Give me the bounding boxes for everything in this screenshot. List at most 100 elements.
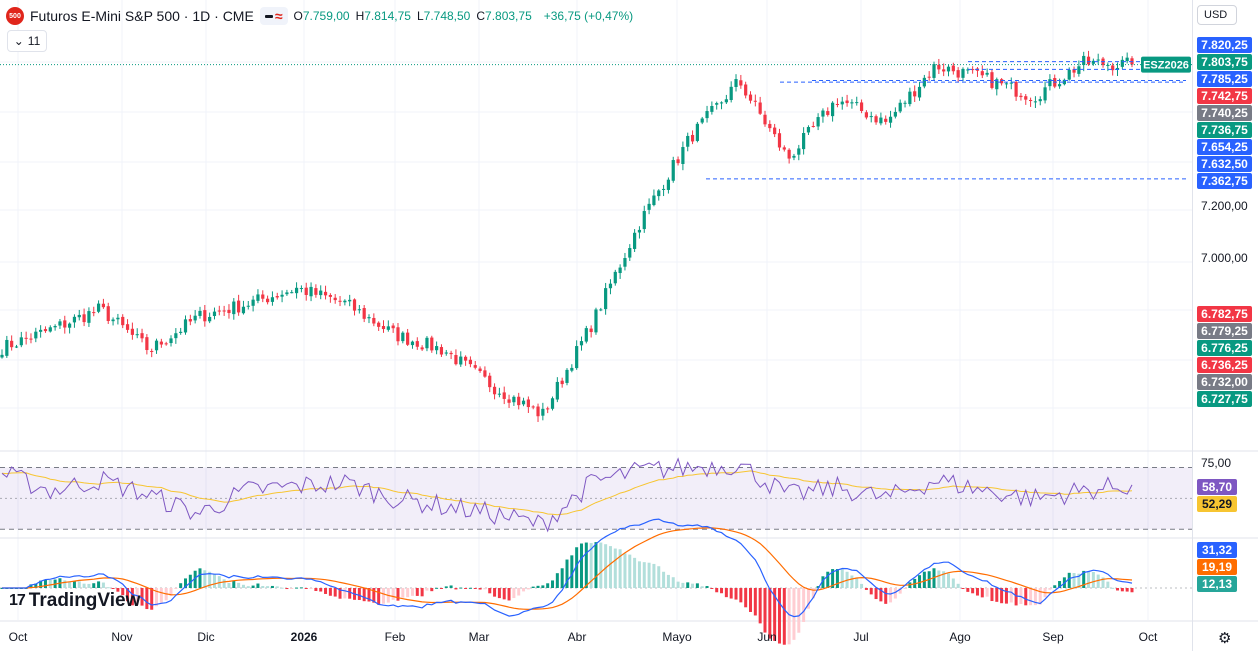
candle-body xyxy=(642,211,646,230)
candle-body xyxy=(111,319,115,322)
candle-body xyxy=(154,340,159,351)
candle-body xyxy=(212,311,217,317)
macd-tag-bg xyxy=(1197,576,1237,592)
macd-bar xyxy=(1072,573,1076,588)
tradingview-logo[interactable]: 17 TradingView xyxy=(9,590,140,612)
macd-bar xyxy=(918,575,922,588)
macd-bar xyxy=(898,588,902,594)
candle-body xyxy=(468,359,473,365)
candle-body xyxy=(135,334,139,336)
rsi-ma-line xyxy=(1,470,1133,516)
candle-body xyxy=(323,291,328,296)
candle-body xyxy=(951,65,955,72)
macd-bar xyxy=(985,588,989,597)
macd-bar xyxy=(468,587,472,589)
macd-bar xyxy=(222,579,226,588)
candle-body xyxy=(116,317,120,320)
macd-bar xyxy=(869,588,873,595)
rsi-axis-label: 75,00 xyxy=(1201,456,1231,470)
macd-bar xyxy=(280,587,284,589)
indicators-toggle[interactable]: ⌄ 11 xyxy=(7,30,47,52)
candle-body xyxy=(435,346,439,351)
candle-body xyxy=(995,79,999,90)
price-tag-text: 7.820,25 xyxy=(1201,38,1248,52)
macd-bar xyxy=(304,588,308,589)
candle-body xyxy=(237,300,241,313)
macd-bar xyxy=(623,553,627,588)
macd-bar xyxy=(826,571,830,588)
candle-body xyxy=(763,114,767,125)
macd-bar xyxy=(613,548,617,588)
candle-body xyxy=(449,352,453,355)
candle-body xyxy=(10,340,14,348)
minus-icon xyxy=(264,14,273,18)
macd-bar xyxy=(961,588,965,589)
candle-body xyxy=(459,356,463,365)
macd-bar xyxy=(266,586,270,588)
y-tick-label: 7.000,00 xyxy=(1201,251,1248,265)
macd-bar xyxy=(744,588,748,608)
macd-bar xyxy=(72,580,76,588)
chart-visibility-toggle[interactable]: ≈ xyxy=(259,7,288,25)
price-tag: 7.803,75 xyxy=(1197,54,1252,70)
macd-bar xyxy=(792,588,796,640)
macd-bar xyxy=(401,588,405,598)
candle-body xyxy=(676,159,680,164)
price-tag: 6.776,25 xyxy=(1197,340,1252,356)
price-tag-bg xyxy=(1197,122,1252,138)
candle-body xyxy=(879,117,883,124)
macd-bar xyxy=(275,586,279,588)
candle-body xyxy=(686,135,690,147)
price-tag-bg xyxy=(1197,139,1252,155)
candle-body xyxy=(966,69,970,71)
symbol-badge[interactable]: 500 xyxy=(6,7,24,25)
candle-body xyxy=(811,125,815,127)
macd-bar xyxy=(241,584,245,588)
macd-bar xyxy=(130,588,134,606)
price-tag-text: 6.776,25 xyxy=(1201,341,1248,355)
candle-body xyxy=(251,299,255,306)
macd-bar xyxy=(594,542,598,588)
macd-bar xyxy=(956,583,960,588)
candle-body xyxy=(1086,56,1091,65)
currency-selector[interactable]: USD xyxy=(1197,5,1237,25)
candle-body xyxy=(739,80,743,86)
macd-bar xyxy=(526,588,530,590)
macd-bar xyxy=(116,588,120,592)
macd-bar xyxy=(695,583,699,588)
macd-bar xyxy=(285,588,289,590)
candle-body xyxy=(652,195,656,206)
macd-bar xyxy=(734,588,738,600)
candle-body xyxy=(647,203,651,210)
macd-bar xyxy=(642,562,646,588)
rsi-tag-bg xyxy=(1197,479,1237,495)
price-tag-bg xyxy=(1197,374,1252,390)
symbol-title[interactable]: Futuros E-Mini S&P 500 · 1D · CME xyxy=(30,8,254,24)
macd-bar xyxy=(1033,588,1037,606)
price-tag-text: 6.732,00 xyxy=(1201,375,1248,389)
macd-bar xyxy=(946,573,950,588)
price-tag-text: 6.779,25 xyxy=(1201,324,1248,338)
candle-body xyxy=(439,347,444,355)
x-tick-label: Dic xyxy=(197,630,214,644)
macd-bar xyxy=(700,586,704,588)
macd-bar xyxy=(396,588,400,601)
macd-bar xyxy=(174,588,178,589)
macd-bar xyxy=(599,542,603,588)
candle-body xyxy=(1072,69,1076,73)
gear-icon[interactable]: ⚙ xyxy=(1218,630,1232,647)
macd-bar xyxy=(676,581,680,588)
candle-body xyxy=(599,309,603,311)
macd-bar xyxy=(835,569,839,588)
macd-bar xyxy=(811,588,815,599)
candle-body xyxy=(1000,79,1004,84)
macd-bar xyxy=(483,588,487,590)
macd-bar xyxy=(111,588,115,589)
macd-bar xyxy=(860,583,864,588)
candle-body xyxy=(536,406,540,417)
macd-bar xyxy=(381,588,385,604)
candle-body xyxy=(604,288,608,310)
tv-icon: 17 xyxy=(9,592,26,609)
candle-body xyxy=(275,296,279,298)
